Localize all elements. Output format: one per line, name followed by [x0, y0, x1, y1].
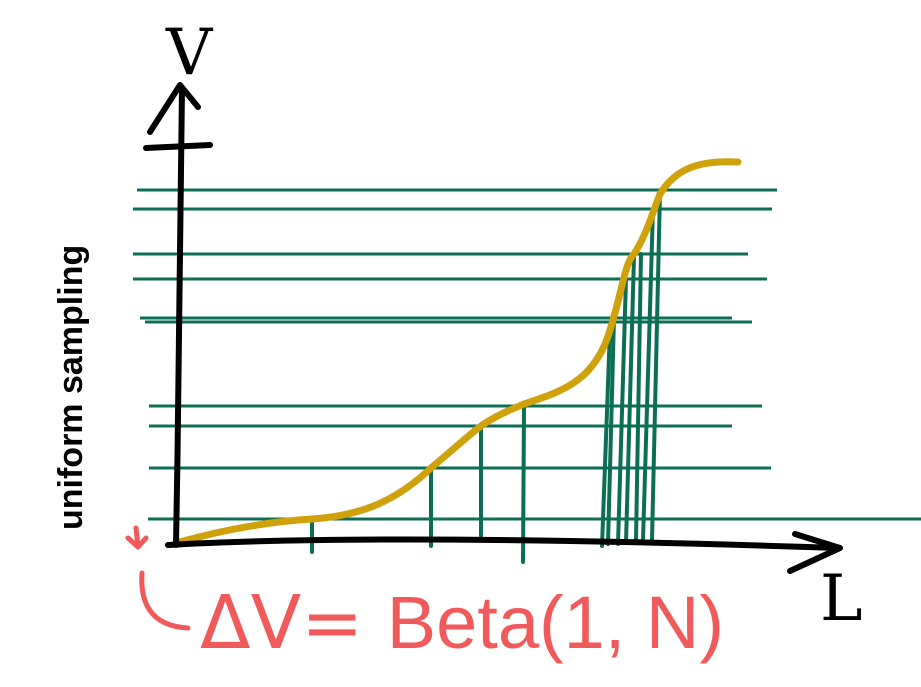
uniform-sampling-lines — [133, 188, 921, 521]
y-axis — [173, 85, 185, 548]
projection-lines — [310, 190, 662, 564]
y-axis-tick — [143, 142, 213, 151]
y-description-label: uniform sampling — [52, 245, 90, 530]
small-arrow-icon — [125, 525, 149, 550]
y-axis-label: V — [165, 16, 214, 90]
x-axis — [165, 536, 841, 551]
projection-line — [600, 328, 612, 548]
cumulative-curve — [172, 158, 742, 547]
formula-prefix: ΔV= — [200, 580, 387, 666]
axes — [143, 82, 843, 574]
annotation — [125, 525, 191, 631]
arrow-up-icon — [147, 82, 201, 135]
formula-body: Beta(1, N) — [387, 581, 724, 664]
projection-line — [606, 316, 616, 546]
arrow-right-icon — [787, 531, 843, 574]
projection-line — [650, 190, 662, 542]
bracket-hook — [139, 570, 191, 631]
formula: ΔV= Beta(1, N) — [200, 580, 724, 666]
projection-line — [616, 277, 628, 546]
projection-line — [521, 404, 526, 564]
projection-line — [641, 207, 655, 542]
x-axis-label: L — [820, 562, 863, 636]
projection-line — [634, 252, 643, 542]
projection-line — [624, 254, 636, 544]
